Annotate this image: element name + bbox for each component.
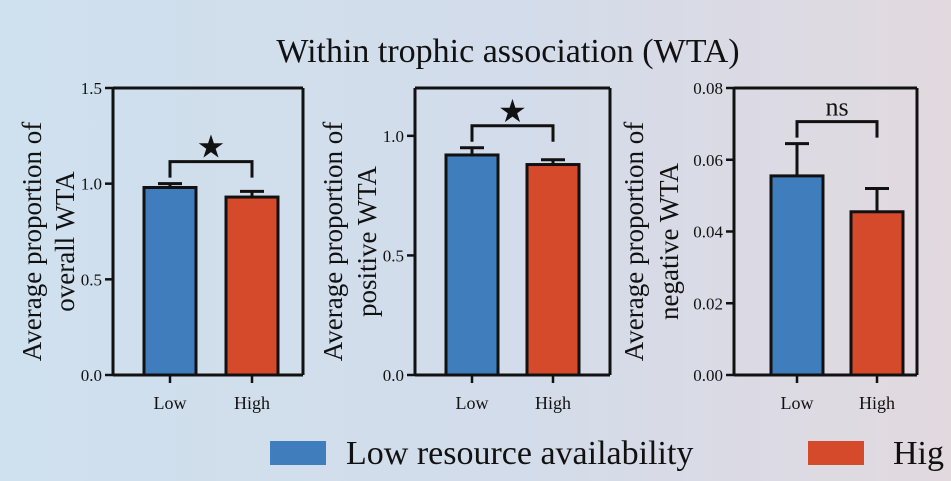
y-tick-label: 1.0: [81, 175, 102, 194]
y-tick-label: 0.06: [693, 151, 723, 170]
legend-swatch-high: [808, 441, 864, 465]
bar-high: [525, 163, 581, 377]
y-axis-label: overall WTA: [50, 171, 80, 312]
x-tick-label: High: [859, 393, 895, 413]
chart-panel-1: 0.0 0.5 1.0 1.5 Average proportion of overall…: [17, 79, 305, 413]
y-axis-label: Average proportion of: [17, 122, 47, 361]
y-axis-label: positive WTA: [352, 165, 382, 317]
legend-label-high: Hig: [893, 435, 944, 472]
y-tick-label: 0.08: [693, 79, 723, 98]
significance-bracket: [168, 160, 254, 178]
y-tick-label: 0.0: [81, 366, 102, 385]
y-tick-label: 1.5: [81, 79, 102, 98]
x-tick-label: Low: [456, 393, 489, 413]
x-tick-label: High: [234, 393, 270, 413]
chart-panel-2: 0.0 0.5 1.0 Average proportion of positive W…: [318, 86, 612, 413]
y-tick-label: 0.5: [383, 246, 404, 265]
chart-panel-3: 0.00 0.02 0.04 0.06 0.08 Average proportion o…: [619, 79, 919, 413]
y-tick-label: 0.00: [693, 366, 723, 385]
legend: Low resource availability Hig: [270, 435, 944, 472]
y-axis-label: Average proportion of: [318, 122, 348, 361]
significance-label: ★: [498, 93, 527, 129]
significance-label: ns: [825, 93, 848, 122]
y-axis-label: Average proportion of: [619, 122, 649, 361]
legend-swatch-low: [270, 441, 326, 465]
y-tick-label: 0.02: [693, 294, 723, 313]
y-axis-label: negative WTA: [654, 162, 684, 320]
x-tick-label: Low: [781, 393, 814, 413]
figure-title: Within trophic association (WTA): [276, 33, 739, 70]
bar-low: [444, 153, 500, 377]
y-tick-label: 0.5: [81, 270, 102, 289]
y-tick-label: 0.0: [383, 366, 404, 385]
y-tick-label: 0.04: [693, 223, 723, 242]
significance-label: ★: [197, 129, 226, 165]
bar-high: [224, 195, 280, 377]
significance-bracket: [795, 120, 879, 138]
significance-bracket: [470, 124, 555, 142]
x-tick-label: Low: [154, 393, 187, 413]
legend-label-low: Low resource availability: [346, 435, 693, 472]
bar-low: [769, 174, 825, 377]
x-tick-label: High: [535, 393, 571, 413]
y-tick-label: 1.0: [383, 127, 404, 146]
bar-low: [142, 185, 198, 377]
bar-high: [849, 210, 905, 377]
